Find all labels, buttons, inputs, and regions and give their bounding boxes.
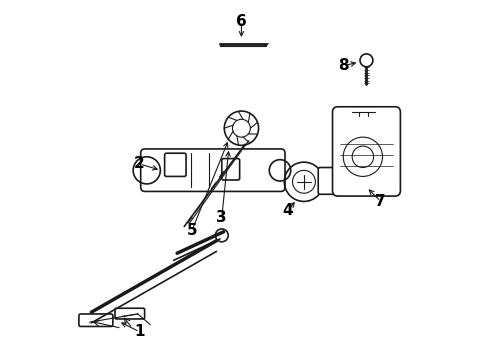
FancyBboxPatch shape — [222, 158, 240, 180]
Text: 8: 8 — [338, 58, 348, 73]
Text: 1: 1 — [134, 324, 145, 339]
Text: 7: 7 — [375, 194, 386, 209]
FancyBboxPatch shape — [318, 167, 336, 194]
Text: 6: 6 — [236, 14, 247, 28]
FancyBboxPatch shape — [115, 308, 145, 319]
FancyBboxPatch shape — [333, 107, 400, 196]
FancyBboxPatch shape — [79, 314, 113, 327]
Text: 4: 4 — [283, 203, 293, 218]
FancyBboxPatch shape — [141, 149, 285, 192]
Text: 2: 2 — [134, 157, 145, 171]
FancyBboxPatch shape — [165, 153, 186, 176]
Text: 5: 5 — [187, 222, 197, 238]
Text: 3: 3 — [217, 210, 227, 225]
